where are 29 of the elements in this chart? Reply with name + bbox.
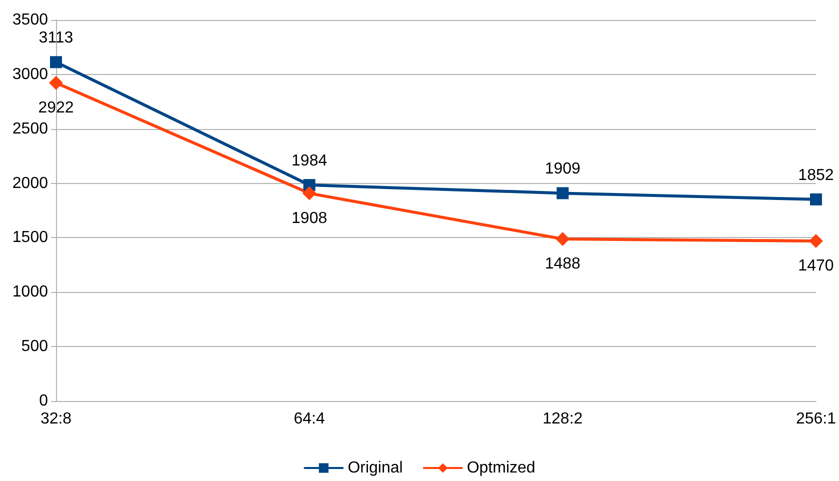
x-tick-label: 64:4: [294, 410, 325, 428]
data-label: 1852: [798, 166, 834, 184]
y-tick-label: 2000: [12, 174, 48, 192]
y-tick-label: 500: [21, 338, 48, 356]
point: [810, 193, 822, 206]
point: [49, 76, 63, 90]
data-label: 2922: [38, 99, 74, 116]
y-tick-label: 0: [39, 392, 48, 410]
data-label: 1984: [292, 152, 328, 170]
point: [302, 186, 316, 200]
y-tick-label: 2500: [12, 120, 48, 138]
point: [556, 232, 570, 246]
data-label: 1488: [544, 256, 581, 273]
y-tick-label: 3000: [12, 66, 48, 83]
y-tick-label: 3500: [12, 12, 48, 28]
point: [556, 187, 569, 200]
data-label: 3113: [38, 30, 74, 47]
x-tick-label: 256:1: [796, 410, 836, 428]
data-label: 1909: [544, 160, 581, 178]
x-tick-label: 128:2: [542, 410, 583, 428]
point: [808, 234, 823, 248]
y-tick-label: 1500: [12, 229, 48, 246]
legend-label: Optmized: [466, 460, 536, 476]
x-tick-label: 32:8: [40, 410, 72, 428]
legend-label: Original: [348, 460, 403, 476]
y-tick-label: 1000: [12, 284, 48, 301]
data-label: 1470: [798, 257, 834, 274]
point: [50, 56, 62, 68]
data-label: 1908: [292, 210, 328, 227]
